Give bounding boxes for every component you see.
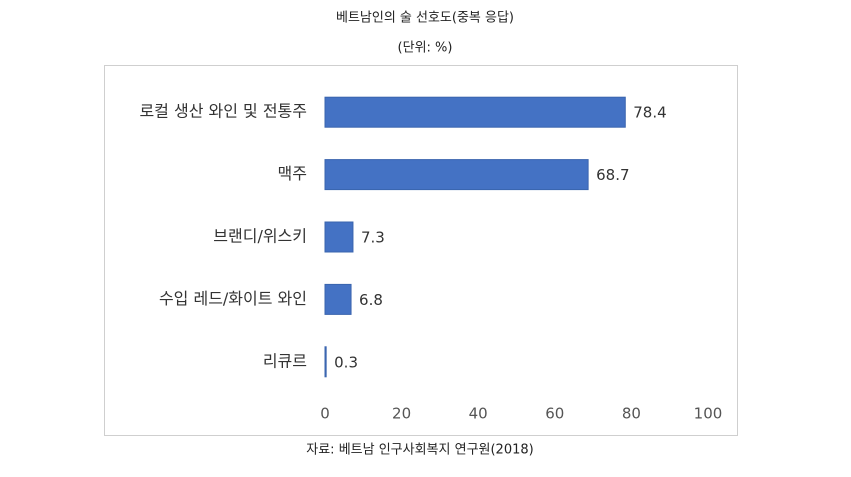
value-label: 78.4	[633, 104, 666, 122]
value-label: 7.3	[361, 229, 385, 247]
y-tick-label: 수입 레드/화이트 와인	[159, 289, 307, 308]
bar	[324, 96, 626, 128]
value-label: 0.3	[334, 353, 358, 371]
y-tick-label: 맥주	[278, 164, 307, 183]
y-tick-label: 리큐르	[263, 351, 307, 370]
bar	[324, 346, 327, 378]
x-tick-label: 80	[622, 405, 641, 423]
x-tick-label: 100	[694, 405, 723, 423]
chart-title: 베트남인의 술 선호도(중복 응답)	[336, 11, 514, 26]
plot-frame	[104, 65, 738, 436]
bar	[324, 283, 352, 315]
x-tick-label: 40	[469, 405, 488, 423]
chart-subtitle: (단위: %)	[398, 41, 453, 56]
x-tick-label: 20	[392, 405, 411, 423]
bar	[324, 221, 354, 253]
x-tick-label: 60	[545, 405, 564, 423]
value-label: 68.7	[596, 166, 629, 184]
x-tick-label: 0	[320, 405, 330, 423]
bar	[324, 159, 589, 191]
y-tick-label: 로컬 생산 와인 및 전통주	[139, 102, 307, 121]
source-note: 자료: 베트남 인구사회복지 연구원(2018)	[306, 443, 533, 458]
y-tick-label: 브랜디/위스키	[213, 227, 307, 246]
value-label: 6.8	[359, 291, 383, 309]
